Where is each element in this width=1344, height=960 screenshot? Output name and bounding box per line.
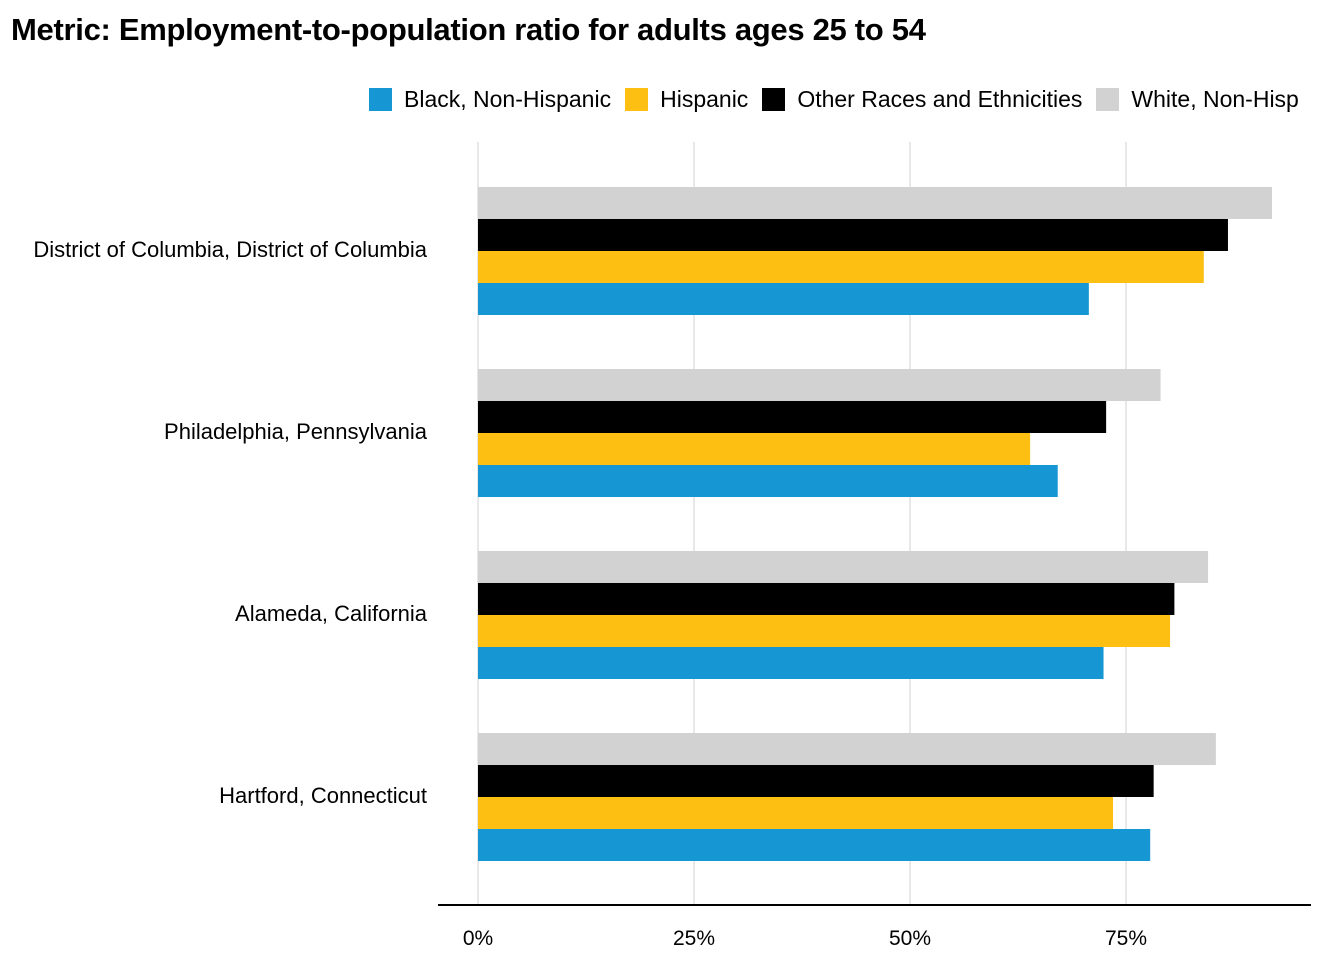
bar-white-non-hispanic-district-of-columbia-district-of-columbia[interactable]	[478, 187, 1273, 219]
legend-label-hispanic: Hispanic	[660, 85, 749, 112]
bar-other-races-and-ethnicities-hartford-connecticut[interactable]	[478, 765, 1154, 797]
legend: Black, Non-Hispanic Hispanic Other Races…	[369, 84, 1313, 114]
legend-swatch-black-non-hispanic	[369, 87, 392, 111]
legend-label-white-non-hispanic: White, Non-Hisp	[1131, 85, 1299, 112]
category-label-alameda-california: Alameda, California	[235, 601, 428, 626]
legend-label-other-races: Other Races and Ethnicities	[797, 85, 1083, 112]
bar-white-non-hispanic-philadelphia-pennsylvania[interactable]	[478, 369, 1161, 401]
bar-white-non-hispanic-alameda-california[interactable]	[478, 551, 1209, 583]
chart-title: Metric: Employment-to-population ratio f…	[11, 12, 926, 47]
bar-black-non-hispanic-philadelphia-pennsylvania[interactable]	[478, 465, 1058, 497]
legend-swatch-other-races	[762, 87, 786, 111]
legend-item-black-non-hispanic[interactable]: Black, Non-Hispanic	[369, 86, 611, 113]
category-label-district-of-columbia-district-of-columbia: District of Columbia, District of Columb…	[33, 237, 427, 262]
bar-black-non-hispanic-alameda-california[interactable]	[478, 647, 1104, 679]
x-tick-label-75: 75%	[1105, 927, 1147, 950]
bar-hispanic-hartford-connecticut[interactable]	[478, 797, 1114, 829]
bar-black-non-hispanic-district-of-columbia-district-of-columbia[interactable]	[478, 283, 1089, 315]
bar-hispanic-philadelphia-pennsylvania[interactable]	[478, 433, 1031, 465]
legend-swatch-hispanic	[625, 87, 649, 111]
category-label-philadelphia-pennsylvania: Philadelphia, Pennsylvania	[164, 419, 428, 444]
bar-other-races-and-ethnicities-alameda-california[interactable]	[478, 583, 1175, 615]
legend-label-black-non-hispanic: Black, Non-Hispanic	[404, 85, 612, 112]
legend-item-white-non-hispanic[interactable]: White, Non-Hisp	[1096, 85, 1299, 113]
x-tick-label-25: 25%	[673, 927, 715, 950]
x-tick-label-50: 50%	[889, 927, 931, 950]
category-label-hartford-connecticut: Hartford, Connecticut	[219, 783, 427, 808]
bar-black-non-hispanic-hartford-connecticut[interactable]	[478, 829, 1151, 861]
bar-other-races-and-ethnicities-philadelphia-pennsylvania[interactable]	[478, 401, 1107, 433]
x-tick-label-0: 0%	[463, 927, 493, 950]
legend-item-other-races[interactable]: Other Races and Ethnicities	[762, 86, 1082, 113]
bar-other-races-and-ethnicities-district-of-columbia-district-of-columbia[interactable]	[478, 219, 1228, 251]
bar-white-non-hispanic-hartford-connecticut[interactable]	[478, 733, 1216, 765]
bar-hispanic-alameda-california[interactable]	[478, 615, 1171, 647]
bar-hispanic-district-of-columbia-district-of-columbia[interactable]	[478, 251, 1204, 283]
legend-item-hispanic[interactable]: Hispanic	[625, 86, 748, 113]
legend-swatch-white-non-hispanic	[1096, 87, 1120, 111]
